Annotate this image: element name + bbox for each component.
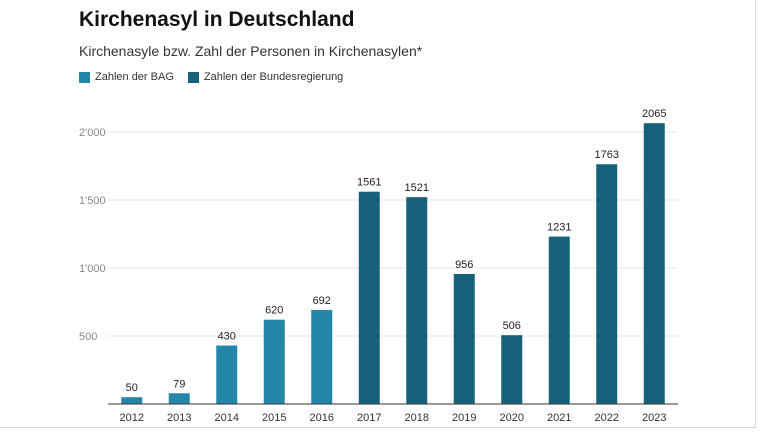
x-tick-label-2017: 2017	[357, 412, 381, 424]
y-tick-label: 500	[79, 331, 97, 343]
x-tick-label-2022: 2022	[595, 412, 619, 424]
data-label-2023: 2065	[642, 108, 666, 120]
legend-item-bag: Zahlen der BAG	[79, 71, 174, 83]
bar-2017	[358, 191, 380, 404]
x-tick-label-2018: 2018	[405, 412, 429, 424]
data-label-2022: 1763	[595, 149, 619, 161]
bar-2019	[453, 273, 475, 404]
data-label-2018: 1521	[405, 182, 429, 194]
bar-2023	[643, 123, 665, 404]
x-tick-label-2015: 2015	[262, 412, 286, 424]
legend-swatch-bag	[79, 71, 90, 83]
data-label-2020: 506	[503, 320, 521, 332]
bar-2018	[406, 197, 428, 404]
data-label-2021: 1231	[547, 222, 571, 234]
data-label-2012: 50	[126, 382, 138, 394]
x-tick-label-2019: 2019	[452, 412, 476, 424]
bar-2022	[596, 164, 618, 404]
y-tick-label: 2'000	[79, 127, 106, 139]
y-tick-label: 1'000	[79, 263, 106, 275]
chart-subtitle: Kirchenasyle bzw. Zahl der Personen in K…	[79, 43, 423, 59]
data-label-2015: 620	[265, 305, 283, 317]
y-tick-label: 1'500	[79, 195, 106, 207]
x-tick-label-2012: 2012	[120, 412, 144, 424]
x-tick-label-2016: 2016	[310, 412, 334, 424]
x-tick-label-2014: 2014	[215, 412, 239, 424]
data-label-2017: 1561	[357, 177, 381, 189]
x-tick-label-2023: 2023	[642, 412, 666, 424]
data-label-2016: 692	[313, 295, 331, 307]
legend-label-bag: Zahlen der BAG	[95, 71, 174, 83]
bar-2013	[168, 393, 190, 404]
data-label-2019: 956	[455, 259, 473, 271]
data-label-2013: 79	[173, 378, 185, 390]
legend: Zahlen der BAG Zahlen der Bundesregierun…	[79, 71, 343, 83]
legend-label-bundesregierung: Zahlen der Bundesregierung	[203, 71, 344, 83]
bar-2015	[263, 319, 285, 404]
data-label-2014: 430	[218, 331, 236, 343]
bar-2014	[216, 345, 238, 404]
bar-2012	[121, 397, 143, 404]
chart-title: Kirchenasyl in Deutschland	[79, 8, 355, 31]
chart-frame	[0, 0, 756, 428]
x-tick-label-2021: 2021	[547, 412, 571, 424]
legend-item-bundesregierung: Zahlen der Bundesregierung	[187, 71, 344, 83]
x-tick-label-2013: 2013	[167, 412, 191, 424]
bar-2020	[501, 335, 523, 404]
bar-2021	[548, 236, 570, 404]
x-tick-label-2020: 2020	[500, 412, 524, 424]
bar-2016	[311, 309, 333, 404]
legend-swatch-bundesregierung	[187, 71, 199, 83]
